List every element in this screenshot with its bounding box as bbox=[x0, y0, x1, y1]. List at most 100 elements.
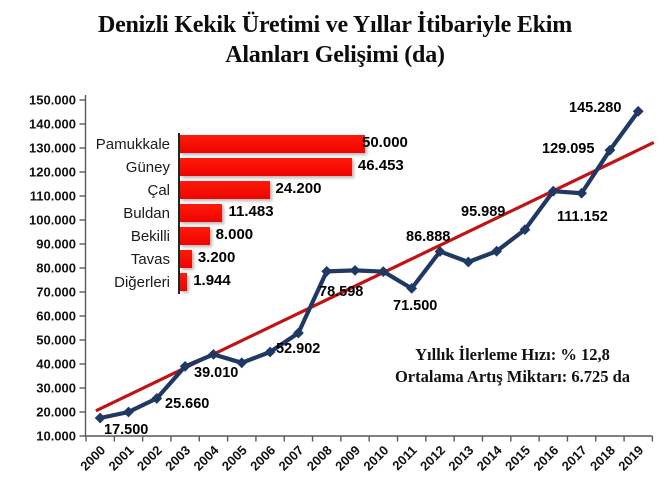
year-label: 2007 bbox=[275, 443, 306, 474]
bar-value-label: 8.000 bbox=[215, 226, 254, 243]
y-tick-label: 100.000 bbox=[29, 213, 76, 228]
data-point-label: 17.500 bbox=[104, 422, 148, 438]
data-point bbox=[632, 105, 644, 117]
bar-category-label: Bekilli bbox=[130, 228, 170, 245]
bar-track: 24.200 bbox=[178, 179, 415, 202]
chart-title-line1: Denizli Kekik Üretimi ve Yıllar İtibariy… bbox=[97, 12, 573, 38]
bar-track: 1.944 bbox=[178, 271, 415, 294]
year-label: 2003 bbox=[162, 443, 193, 474]
year-label: 2009 bbox=[332, 443, 363, 474]
data-point bbox=[151, 393, 163, 404]
year-label: 2013 bbox=[445, 443, 476, 474]
data-point-label: 86.888 bbox=[406, 229, 450, 245]
data-point bbox=[547, 185, 559, 197]
data-point-label: 52.902 bbox=[276, 341, 320, 357]
bar-track: 46.453 bbox=[178, 156, 415, 179]
bar-category-label: Buldan bbox=[123, 205, 170, 222]
y-tick-label: 10.000 bbox=[36, 429, 76, 444]
year-label: 2018 bbox=[587, 443, 618, 474]
bar bbox=[180, 181, 270, 199]
y-tick-label: 70.000 bbox=[36, 285, 76, 300]
bar-value-label: 11.483 bbox=[228, 203, 274, 220]
bar-track: 50.000 bbox=[178, 133, 415, 156]
bar-row: Çal 24.200 bbox=[88, 179, 418, 202]
data-point bbox=[519, 224, 531, 236]
year-label: 2011 bbox=[389, 443, 420, 474]
bar-value-label: 50.000 bbox=[362, 134, 408, 151]
bar bbox=[180, 227, 210, 245]
y-tick-label: 40.000 bbox=[36, 357, 76, 372]
data-point bbox=[349, 265, 361, 276]
bar bbox=[180, 158, 352, 176]
y-tick-label: 90.000 bbox=[36, 237, 76, 252]
data-point bbox=[264, 346, 276, 358]
year-label: 2005 bbox=[219, 443, 250, 474]
year-label: 2002 bbox=[134, 443, 165, 474]
year-label: 2010 bbox=[360, 443, 391, 474]
year-label: 2008 bbox=[304, 443, 335, 474]
bar-row: Bekilli 8.000 bbox=[88, 225, 418, 248]
bar-value-label: 1.944 bbox=[193, 272, 231, 289]
data-point bbox=[179, 360, 191, 372]
bar bbox=[180, 250, 192, 268]
data-point bbox=[604, 144, 616, 156]
bar-category-label: Diğerleri bbox=[114, 274, 170, 291]
year-label: 2015 bbox=[502, 443, 533, 474]
data-point bbox=[434, 246, 446, 257]
year-label: 2001 bbox=[106, 443, 137, 474]
bar-track: 11.483 bbox=[178, 202, 415, 225]
y-tick-label: 150.000 bbox=[29, 93, 76, 108]
bar bbox=[180, 273, 188, 291]
data-point bbox=[406, 283, 418, 294]
annotation-avg-increase: Ortalama Artış Miktarı: 6.725 da bbox=[394, 366, 631, 386]
y-tick-label: 30.000 bbox=[36, 381, 76, 396]
y-tick-label: 80.000 bbox=[36, 261, 76, 276]
year-label: 2006 bbox=[247, 443, 278, 474]
chart-title: Denizli Kekik Üretimi ve Yıllar İtibariy… bbox=[0, 10, 670, 70]
year-label: 2000 bbox=[77, 443, 108, 474]
data-point-label: 95.989 bbox=[461, 204, 505, 220]
annotation-growth-rate: Yıllık İlerleme Hızı: % 12,8 bbox=[415, 345, 610, 364]
data-point-label: 78.598 bbox=[319, 284, 363, 300]
year-label: 2019 bbox=[615, 443, 646, 474]
y-tick-label: 50.000 bbox=[36, 333, 76, 348]
data-point bbox=[236, 357, 248, 369]
year-label: 2014 bbox=[474, 442, 506, 474]
year-label: 2017 bbox=[559, 443, 590, 474]
data-point-label: 129.095 bbox=[542, 141, 594, 157]
data-point bbox=[462, 256, 474, 268]
data-point-label: 71.500 bbox=[393, 298, 437, 314]
data-point bbox=[377, 266, 389, 277]
year-label: 2004 bbox=[190, 442, 222, 474]
year-label: 2016 bbox=[530, 443, 561, 474]
data-point bbox=[94, 412, 106, 424]
bar bbox=[180, 204, 223, 222]
y-tick-label: 130.000 bbox=[29, 141, 76, 156]
data-point bbox=[491, 245, 503, 257]
bar-row: Güney 46.453 bbox=[88, 156, 418, 179]
data-point bbox=[292, 327, 304, 339]
trend-annotation: Yıllık İlerleme Hızı: % 12,8 Ortalama Ar… bbox=[360, 344, 665, 388]
bar-value-label: 24.200 bbox=[275, 180, 322, 197]
bar-row: Pamukkale 50.000 bbox=[88, 133, 418, 156]
year-label: 2012 bbox=[417, 443, 448, 474]
bar-category-label: Tavas bbox=[130, 251, 170, 268]
district-bar-chart: Pamukkale 50.000 Güney 46.453 Çal 24.200 Bulda… bbox=[88, 133, 418, 294]
chart-title-line2: Alanları Gelişimi (da) bbox=[225, 42, 445, 68]
bar-track: 3.200 bbox=[178, 248, 415, 271]
bar-value-label: 3.200 bbox=[197, 249, 236, 266]
series-line bbox=[98, 109, 641, 421]
data-point bbox=[208, 349, 219, 360]
data-point bbox=[576, 187, 587, 199]
bar-row: Diğerleri 1.944 bbox=[88, 271, 418, 294]
bar-value-label: 46.453 bbox=[357, 157, 404, 174]
data-point-label: 145.280 bbox=[569, 100, 621, 116]
y-tick-label: 140.000 bbox=[29, 117, 76, 132]
data-point bbox=[321, 265, 333, 277]
bar-category-label: Pamukkale bbox=[95, 136, 170, 153]
data-point-label: 25.660 bbox=[165, 396, 209, 412]
data-point-label: 111.152 bbox=[557, 209, 608, 225]
y-tick-label: 60.000 bbox=[36, 309, 76, 324]
